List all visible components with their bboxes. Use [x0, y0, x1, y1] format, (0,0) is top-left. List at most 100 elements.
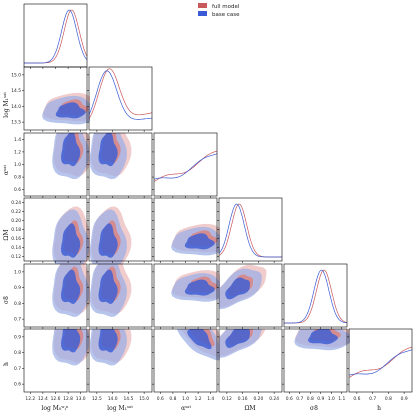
- y-label-omegam: ΩM: [3, 229, 10, 240]
- hist-full-model-4: [284, 269, 348, 324]
- x-tick-label: 0.20: [253, 396, 263, 402]
- y-label-sigma8: σ8: [3, 296, 10, 304]
- contour-inner-base-case: [98, 133, 118, 167]
- x-label-alpha: αˢᵃᵗ: [181, 405, 191, 412]
- panel-5-0: 12.2 12.4 12.6 12.8 13.0 0.9 0.8 0.7 0.6: [14, 328, 90, 402]
- panel-content: [89, 133, 132, 180]
- x-tick-label: 12.4: [38, 396, 48, 402]
- contour-inner-base-case: [225, 329, 250, 348]
- x-tick-label: 1.0: [182, 396, 189, 402]
- x-tick-label: 0.8: [385, 396, 392, 402]
- x-tick-label: 0.7: [369, 396, 376, 402]
- x-tick-label: 1.2: [195, 396, 202, 402]
- hist-full-model-3: [219, 203, 282, 258]
- panel-4-1: [87, 263, 153, 329]
- panel-frame: [283, 263, 348, 328]
- y-tick-label: 0.14: [11, 245, 21, 251]
- panel-3-0: 0.24 0.22 0.20 0.18 0.16 0.14 0.12: [11, 197, 90, 264]
- legend: full model base case: [198, 3, 240, 18]
- x-tick-label: 0.24: [269, 396, 279, 402]
- panel-frame: [348, 328, 413, 393]
- y-tick-label: 0.9: [14, 285, 21, 291]
- panel-5-1: 12.5 14.0 14.5 15.0: [87, 328, 153, 402]
- contour-inner-base-case: [61, 269, 81, 304]
- panel-frame: [88, 328, 153, 393]
- panel-3-2: [152, 197, 220, 263]
- y-label-alpha: αˢᵃᵗ: [3, 165, 10, 175]
- panel-content: [294, 329, 350, 351]
- panel-2-0: 1.4 1.2 1.0 0.8 0.6: [14, 132, 90, 198]
- panel-content: [219, 264, 267, 310]
- panel-4-4: [282, 263, 348, 329]
- legend-label-base: base case: [212, 12, 240, 18]
- y-tick-label: 0.7: [14, 366, 21, 372]
- x-label-omegam: ΩM: [244, 405, 255, 412]
- x-label-sigma8: σ8: [310, 405, 318, 412]
- panel-content: [89, 329, 132, 366]
- y-tick-label: 13.5: [11, 120, 21, 126]
- panel-frame: [88, 66, 153, 131]
- x-tick-label: 0.6: [286, 396, 293, 402]
- hist-base-case-2: [154, 153, 218, 180]
- hist-base-case-5: [349, 349, 413, 376]
- panels-layer: 15.014.514.013.51.41.21.00.80.60.240.220…: [11, 3, 413, 402]
- y-tick-label: 0.6: [14, 382, 21, 388]
- x-label-mmin: log M₀ʷᵢⁿ: [41, 405, 69, 412]
- panel-4-2: [152, 263, 220, 329]
- hist-base-case-1: [89, 70, 153, 120]
- x-tick-label: 0.8: [169, 396, 176, 402]
- panel-content: [219, 203, 282, 258]
- y-tick-label: 0.18: [11, 227, 21, 233]
- y-tick-label: 1.2: [14, 149, 21, 155]
- hist-full-model-0: [24, 9, 88, 64]
- y-tick-label: 14.5: [11, 88, 21, 94]
- panel-frame: [218, 263, 283, 328]
- y-tick-label: 0.8: [14, 301, 21, 307]
- y-tick-label: 0.9: [14, 334, 21, 340]
- contour-inner-base-case: [225, 277, 250, 300]
- x-tick-label: 12.6: [51, 396, 61, 402]
- x-tick-label: 1.4: [207, 396, 214, 402]
- panel-frame: [218, 328, 283, 393]
- x-tick-label: 0.6: [353, 396, 360, 402]
- y-tick-label: 0.16: [11, 236, 21, 242]
- y-tick-label: 0.22: [11, 209, 21, 215]
- y-tick-label: 1.4: [14, 137, 21, 143]
- panel-5-4: 0.6 0.7 0.8 0.9 1.0 1.1: [282, 328, 350, 402]
- legend-label-full: full model: [212, 4, 240, 10]
- panel-5-2: 0.6 0.8 1.0 1.2 1.4: [152, 328, 220, 402]
- x-tick-label: 13.0: [76, 396, 86, 402]
- panel-1-1: [87, 66, 153, 132]
- panel-3-1: [87, 197, 153, 264]
- hist-base-case-3: [219, 203, 282, 258]
- x-tick-label: 12.8: [63, 396, 73, 402]
- y-tick-label: 0.6: [14, 187, 21, 193]
- panel-content: [52, 206, 90, 264]
- panel-content: [52, 329, 90, 366]
- y-tick-label: 0.8: [14, 175, 21, 181]
- hist-base-case-4: [284, 269, 348, 324]
- panel-content: [42, 92, 90, 125]
- panel-content: [24, 9, 88, 64]
- contour-inner-base-case: [184, 279, 215, 296]
- x-label-m1: log M₁ˢᵃᵗ: [107, 405, 133, 412]
- x-tick-label: 12.2: [25, 396, 35, 402]
- panel-5-3: 0.12 0.16 0.20 0.24: [217, 328, 283, 402]
- x-tick-label: 1.0: [328, 396, 335, 402]
- contour-inner-base-case: [98, 223, 118, 258]
- x-tick-label: 1.1: [338, 396, 345, 402]
- contour-inner-base-case: [184, 233, 215, 250]
- x-tick-label: 15.0: [139, 396, 149, 402]
- y-tick-label: 1.0: [14, 269, 21, 275]
- panel-content: [171, 270, 220, 302]
- x-tick-label: 0.9: [401, 396, 408, 402]
- contour-inner-base-case: [61, 223, 81, 258]
- panel-2-1: [87, 132, 153, 198]
- panel-content: [349, 346, 413, 378]
- panel-0-0: [23, 3, 88, 69]
- panel-content: [89, 206, 132, 264]
- panel-frame: [88, 263, 153, 328]
- contour-inner-base-case: [308, 329, 338, 345]
- y-tick-label: 0.8: [14, 350, 21, 356]
